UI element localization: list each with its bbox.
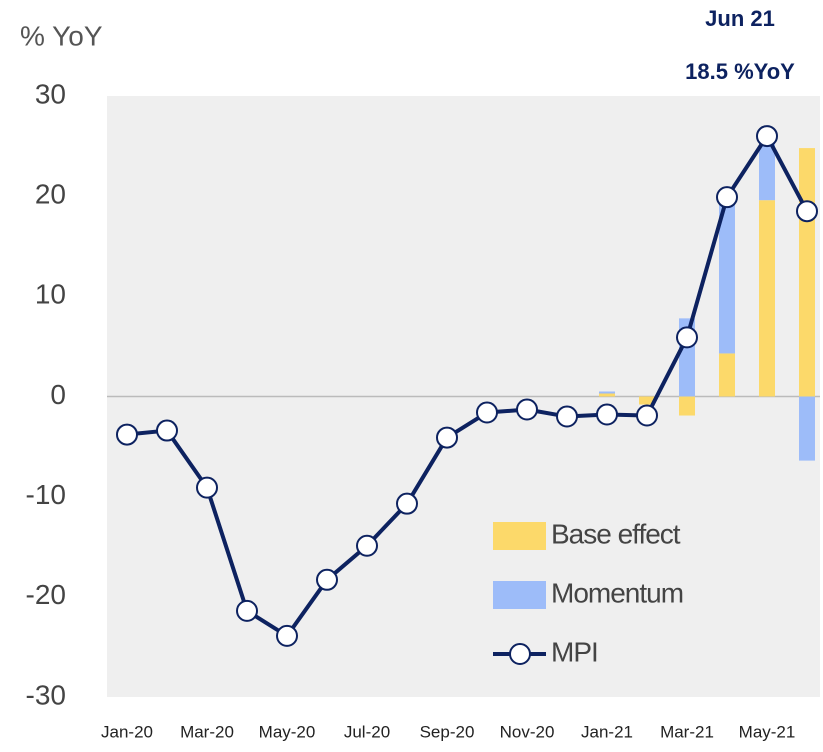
marker (796, 200, 818, 223)
marker (436, 426, 458, 449)
bar (799, 148, 815, 397)
marker (356, 534, 378, 557)
y-tick-label: 10 (35, 279, 66, 310)
marker (516, 398, 538, 421)
bar (599, 391, 615, 394)
marker (116, 423, 138, 446)
y-tick-label: 20 (35, 179, 66, 210)
bar (719, 201, 735, 354)
bar (679, 396, 695, 416)
marker (676, 326, 698, 349)
marker (556, 405, 578, 428)
marker (196, 476, 218, 499)
legend-label: MPI (551, 636, 598, 667)
x-tick-label: Jan-21 (581, 722, 633, 741)
annotation: Jun 21 (705, 6, 775, 31)
x-tick-label: Nov-20 (500, 722, 555, 741)
marker (636, 404, 658, 427)
y-axis-label: % YoY (20, 20, 103, 51)
legend-swatch (493, 581, 546, 609)
x-tick-label: Sep-20 (420, 722, 475, 741)
bar (639, 396, 655, 405)
marker (236, 599, 258, 622)
marker (596, 403, 618, 426)
marker (716, 186, 738, 209)
x-tick-label: Mar-21 (660, 722, 714, 741)
bar (799, 396, 815, 461)
bar (599, 393, 615, 397)
marker (276, 624, 298, 647)
marker (156, 419, 178, 442)
legend-swatch (509, 643, 531, 665)
bar (759, 200, 775, 397)
bar (759, 141, 775, 201)
y-tick-label: -20 (26, 579, 66, 610)
x-tick-label: May-21 (739, 722, 796, 741)
marker (756, 125, 778, 148)
x-tick-label: Jul-20 (344, 722, 390, 741)
legend-label: Momentum (551, 577, 683, 608)
legend-label: Base effect (551, 518, 681, 549)
line (126, 134, 809, 638)
y-tick-label: 0 (50, 379, 66, 410)
y-tick-label: -10 (26, 479, 66, 510)
y-tick-label: 30 (35, 78, 66, 109)
x-tick-label: May-20 (259, 722, 316, 741)
x-tick-label: Jan-20 (101, 722, 153, 741)
bar (719, 353, 735, 397)
x-tick-label: Mar-20 (180, 722, 234, 741)
marker (316, 568, 338, 591)
legend-swatch (493, 522, 546, 550)
y-tick-label: -30 (26, 679, 66, 710)
marker (396, 492, 418, 515)
marker (476, 401, 498, 424)
annotation: 18.5 %YoY (685, 59, 795, 84)
